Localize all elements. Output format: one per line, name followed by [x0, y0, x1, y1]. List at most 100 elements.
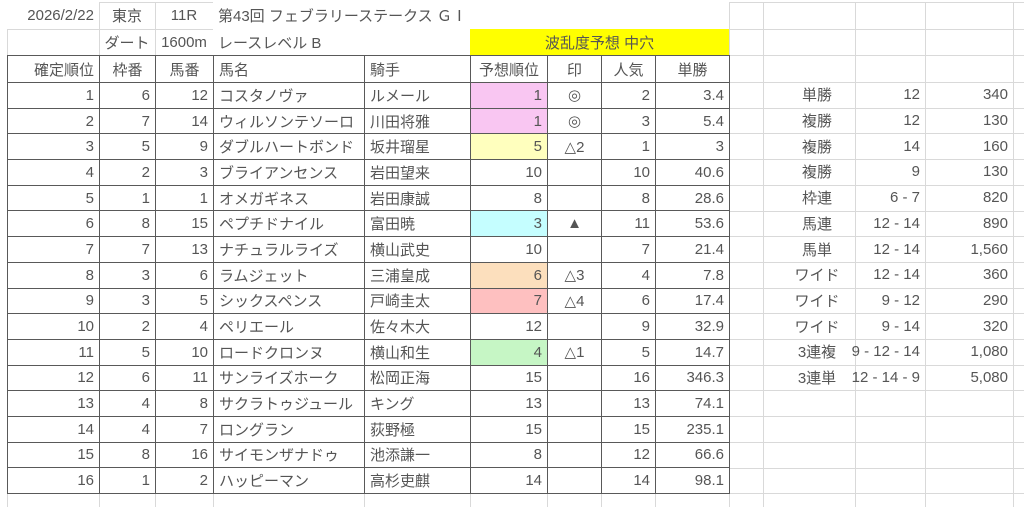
cell-frame[interactable]: 3	[99, 287, 156, 315]
cell-odds[interactable]: 7.8	[655, 261, 730, 289]
cell-popularity[interactable]: 13	[601, 390, 656, 417]
payout-combination[interactable]: 14	[903, 137, 920, 155]
payout-type[interactable]: 馬単	[801, 241, 832, 259]
payout-combination[interactable]: 12 - 14	[873, 266, 920, 284]
payout-amount[interactable]: 360	[982, 266, 1008, 284]
cell-pred-rank[interactable]: 5	[470, 133, 548, 161]
cell-frame[interactable]: 2	[99, 313, 156, 340]
cell-frame[interactable]: 1	[99, 467, 156, 494]
cell-horse[interactable]: コスタノヴァ	[213, 82, 365, 109]
cell-horse-no[interactable]: 6	[155, 261, 214, 289]
cell-pred-rank[interactable]: 8	[470, 441, 548, 469]
cell-horse-no[interactable]: 5	[155, 287, 214, 315]
cell-jockey[interactable]: 佐々木大	[364, 313, 471, 340]
cell-finish[interactable]: 12	[7, 364, 100, 392]
cell-jockey[interactable]: 高杉吏麒	[364, 467, 471, 494]
cell-pred-rank[interactable]: 3	[470, 210, 548, 238]
cell-finish[interactable]: 7	[7, 236, 100, 263]
cell-pred-rank[interactable]: 14	[470, 467, 548, 494]
cell-odds[interactable]: 28.6	[655, 184, 730, 212]
cell-pred-rank[interactable]: 1	[470, 107, 548, 135]
cell-mark[interactable]	[547, 364, 602, 392]
cell-jockey[interactable]: 戸崎圭太	[364, 287, 471, 315]
cell-frame[interactable]: 5	[99, 133, 156, 161]
cell-odds[interactable]: 74.1	[655, 390, 730, 417]
cell-horse[interactable]: ロードクロンヌ	[213, 338, 365, 366]
cell-horse-no[interactable]: 4	[155, 313, 214, 340]
payout-combination[interactable]: 9	[911, 163, 920, 181]
race-title-cell[interactable]: 第43回 フェブラリーステークス ＧⅠ	[213, 2, 729, 29]
cell-jockey[interactable]: 横山武史	[364, 236, 471, 263]
cell-horse-no[interactable]: 9	[155, 133, 214, 161]
race-date-cell[interactable]: 2026/2/22	[7, 2, 99, 29]
cell-pred-rank[interactable]: 10	[470, 159, 548, 186]
payout-amount[interactable]: 1,560	[970, 240, 1008, 258]
cell-mark[interactable]: ◎	[547, 107, 602, 135]
cell-horse[interactable]: ウィルソンテソーロ	[213, 107, 365, 135]
cell-frame[interactable]: 5	[99, 338, 156, 366]
cell-frame[interactable]: 4	[99, 415, 156, 443]
cell-odds[interactable]: 98.1	[655, 467, 730, 494]
payout-type[interactable]: ワイド	[794, 318, 840, 336]
cell-jockey[interactable]: 川田将雅	[364, 107, 471, 135]
cell-frame[interactable]: 3	[99, 261, 156, 289]
cell-odds[interactable]: 17.4	[655, 287, 730, 315]
header-popularity[interactable]: 人気	[601, 55, 656, 83]
cell-popularity[interactable]: 10	[601, 159, 656, 186]
cell-horse[interactable]: サイモンザナドゥ	[213, 441, 365, 469]
cell-odds[interactable]: 32.9	[655, 313, 730, 340]
header-jockey[interactable]: 騎手	[364, 55, 471, 83]
cell-jockey[interactable]: 荻野極	[364, 415, 471, 443]
cell-finish[interactable]: 6	[7, 210, 100, 238]
cell-finish[interactable]: 13	[7, 390, 100, 417]
cell-mark[interactable]: △4	[547, 287, 602, 315]
surface-cell[interactable]: ダート	[104, 34, 150, 52]
race-number-cell[interactable]: 11R	[170, 7, 198, 24]
cell-jockey[interactable]: 坂井瑠星	[364, 133, 471, 161]
payout-amount[interactable]: 130	[982, 163, 1008, 181]
cell-finish[interactable]: 11	[7, 338, 100, 366]
cell-frame[interactable]: 6	[99, 364, 156, 392]
payout-type[interactable]: 枠連	[801, 190, 832, 208]
cell-jockey[interactable]: 池添謙一	[364, 441, 471, 469]
cell-mark[interactable]	[547, 236, 602, 263]
cell-finish[interactable]: 16	[7, 467, 100, 494]
cell-frame[interactable]: 8	[99, 210, 156, 238]
payout-type[interactable]: ワイド	[794, 292, 840, 310]
cell-horse-no[interactable]: 10	[155, 338, 214, 366]
cell-horse[interactable]: ロングラン	[213, 415, 365, 443]
cell-horse-no[interactable]: 12	[155, 82, 214, 109]
header-odds[interactable]: 単勝	[655, 55, 730, 83]
cell-odds[interactable]: 3.4	[655, 82, 730, 109]
cell-mark[interactable]: △2	[547, 133, 602, 161]
payout-type[interactable]: 3連単	[797, 370, 837, 388]
cell-mark[interactable]	[547, 313, 602, 340]
cell-horse[interactable]: ペリエール	[213, 313, 365, 340]
payout-combination[interactable]: 12 - 14	[873, 240, 920, 258]
cell-popularity[interactable]: 3	[601, 107, 656, 135]
header-horse-name[interactable]: 馬名	[213, 55, 365, 83]
cell-popularity[interactable]: 14	[601, 467, 656, 494]
cell-mark[interactable]	[547, 184, 602, 212]
payout-combination[interactable]: 12	[903, 86, 920, 104]
cell-popularity[interactable]: 8	[601, 184, 656, 212]
payout-amount[interactable]: 890	[982, 214, 1008, 232]
payout-amount[interactable]: 340	[982, 86, 1008, 104]
payout-amount[interactable]: 320	[982, 317, 1008, 335]
cell-horse-no[interactable]: 1	[155, 184, 214, 212]
cell-pred-rank[interactable]: 4	[470, 338, 548, 366]
payout-combination[interactable]: 12 - 14 - 9	[851, 369, 920, 387]
cell-horse-no[interactable]: 3	[155, 159, 214, 186]
cell-horse-no[interactable]: 8	[155, 390, 214, 417]
track-cell[interactable]: 東京	[111, 8, 142, 25]
cell-frame[interactable]: 8	[99, 441, 156, 469]
cell-mark[interactable]	[547, 159, 602, 186]
payout-amount[interactable]: 290	[982, 291, 1008, 309]
payout-combination[interactable]: 12 - 14	[873, 214, 920, 232]
cell-pred-rank[interactable]: 7	[470, 287, 548, 315]
payout-type[interactable]: 複勝	[801, 138, 832, 156]
cell-horse[interactable]: シックスペンス	[213, 287, 365, 315]
cell-frame[interactable]: 6	[99, 82, 156, 109]
cell-horse[interactable]: ナチュラルライズ	[213, 236, 365, 263]
cell-horse[interactable]: ブライアンセンス	[213, 159, 365, 186]
